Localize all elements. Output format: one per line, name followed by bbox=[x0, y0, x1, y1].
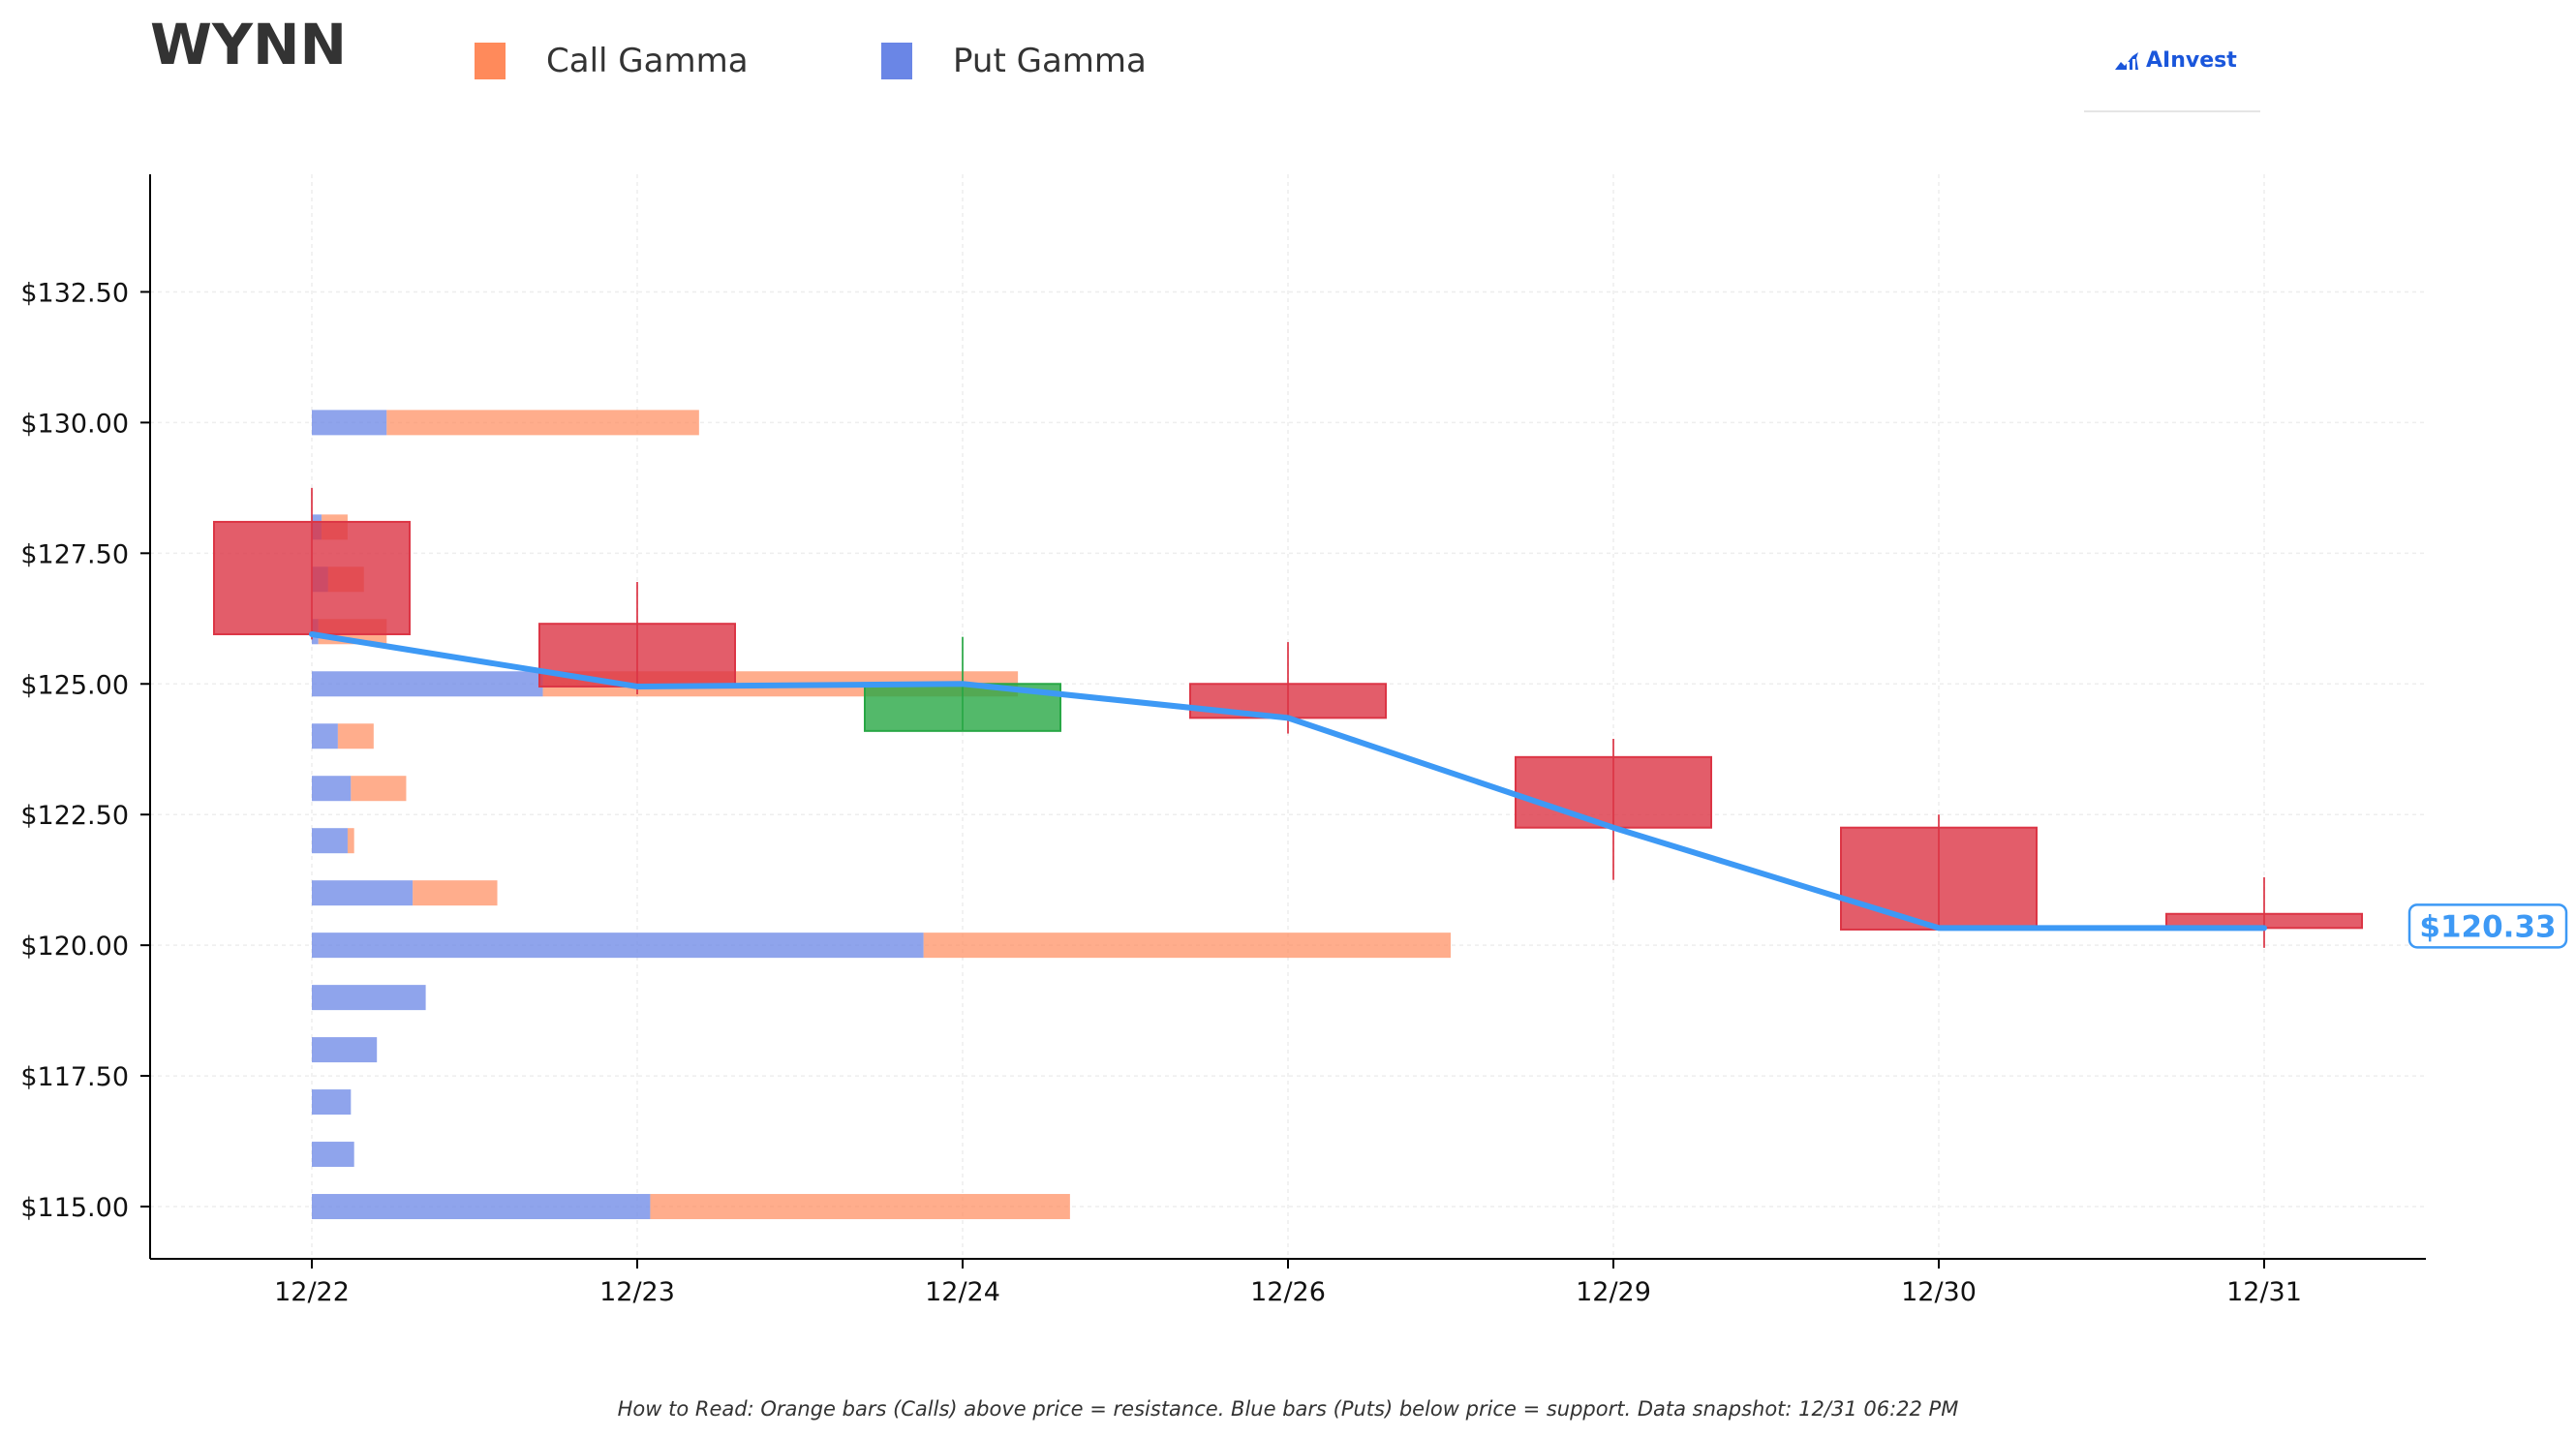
footnote: How to Read: Orange bars (Calls) above p… bbox=[617, 1397, 1959, 1421]
call-gamma-bar bbox=[923, 933, 1451, 959]
call-gamma-bar bbox=[650, 1194, 1070, 1220]
put-gamma-bar bbox=[312, 1037, 378, 1063]
candle-body bbox=[1515, 755, 1712, 829]
call-gamma-bar bbox=[351, 776, 407, 802]
logo-divider bbox=[2084, 110, 2260, 112]
price-tag-label: $120.33 bbox=[2419, 909, 2556, 944]
put-gamma-bar bbox=[312, 671, 543, 697]
price-tag-box bbox=[2407, 903, 2568, 949]
last-price-tag: $120.33 bbox=[2407, 903, 2568, 949]
x-tick-label: 12/26 bbox=[1250, 1277, 1326, 1307]
y-tick-label: $122.50 bbox=[20, 801, 129, 831]
x-tick-label: 12/23 bbox=[599, 1277, 675, 1307]
candle-body bbox=[1840, 826, 2038, 931]
axes: $115.00 $117.50 $120.00 $122.50 $125.00 $127.… bbox=[20, 174, 2426, 1307]
x-tick-label: 12/22 bbox=[274, 1277, 350, 1307]
call-gamma-bar bbox=[337, 723, 374, 749]
put-gamma-bar bbox=[312, 828, 348, 854]
y-tick-label: $117.50 bbox=[20, 1062, 129, 1092]
call-gamma-swatch bbox=[475, 43, 506, 79]
logo-text: AInvest bbox=[2146, 48, 2237, 73]
put-gamma-bar bbox=[312, 985, 426, 1011]
price-line-layer bbox=[309, 630, 2267, 932]
ticker-title: WYNN bbox=[150, 12, 348, 77]
y-tick-label: $132.50 bbox=[20, 278, 129, 308]
logo-chart-icon bbox=[2115, 51, 2138, 70]
x-tick-label: 12/30 bbox=[1901, 1277, 1977, 1307]
put-gamma-bar bbox=[312, 723, 338, 749]
put-gamma-bar bbox=[312, 933, 924, 959]
price-line bbox=[309, 630, 2267, 932]
call-gamma-bar bbox=[347, 828, 354, 854]
put-gamma-bar bbox=[312, 1089, 352, 1116]
candle-body bbox=[1189, 683, 1387, 719]
y-tick-label: $125.00 bbox=[20, 670, 129, 700]
put-gamma-bar bbox=[312, 776, 352, 802]
call-gamma-bar bbox=[413, 880, 498, 906]
call-gamma-label: Call Gamma bbox=[546, 42, 749, 80]
call-gamma-bar bbox=[386, 410, 699, 436]
x-tick-label: 12/29 bbox=[1576, 1277, 1651, 1307]
put-gamma-swatch bbox=[881, 43, 912, 79]
legend-call-gamma: Call Gamma bbox=[475, 37, 749, 85]
y-tick-label: $127.50 bbox=[20, 539, 129, 569]
put-gamma-bar bbox=[312, 410, 387, 436]
y-tick-label: $120.00 bbox=[20, 932, 129, 962]
y-tick-label: $130.00 bbox=[20, 409, 129, 439]
put-gamma-bar bbox=[312, 880, 414, 906]
y-tick-label: $115.00 bbox=[20, 1193, 129, 1223]
put-gamma-bar bbox=[312, 1142, 354, 1168]
ainvest-logo: AInvest bbox=[2113, 48, 2237, 73]
candle-body bbox=[213, 520, 411, 635]
legend-put-gamma: Put Gamma bbox=[881, 37, 1147, 85]
x-tick-label: 12/31 bbox=[2226, 1277, 2302, 1307]
x-tick-label: 12/24 bbox=[925, 1277, 1000, 1307]
put-gamma-bar bbox=[312, 1194, 651, 1220]
put-gamma-label: Put Gamma bbox=[953, 42, 1147, 80]
gamma-price-chart: $115.00 $117.50 $120.00 $122.50 $125.00 $127.… bbox=[20, 174, 2568, 1307]
